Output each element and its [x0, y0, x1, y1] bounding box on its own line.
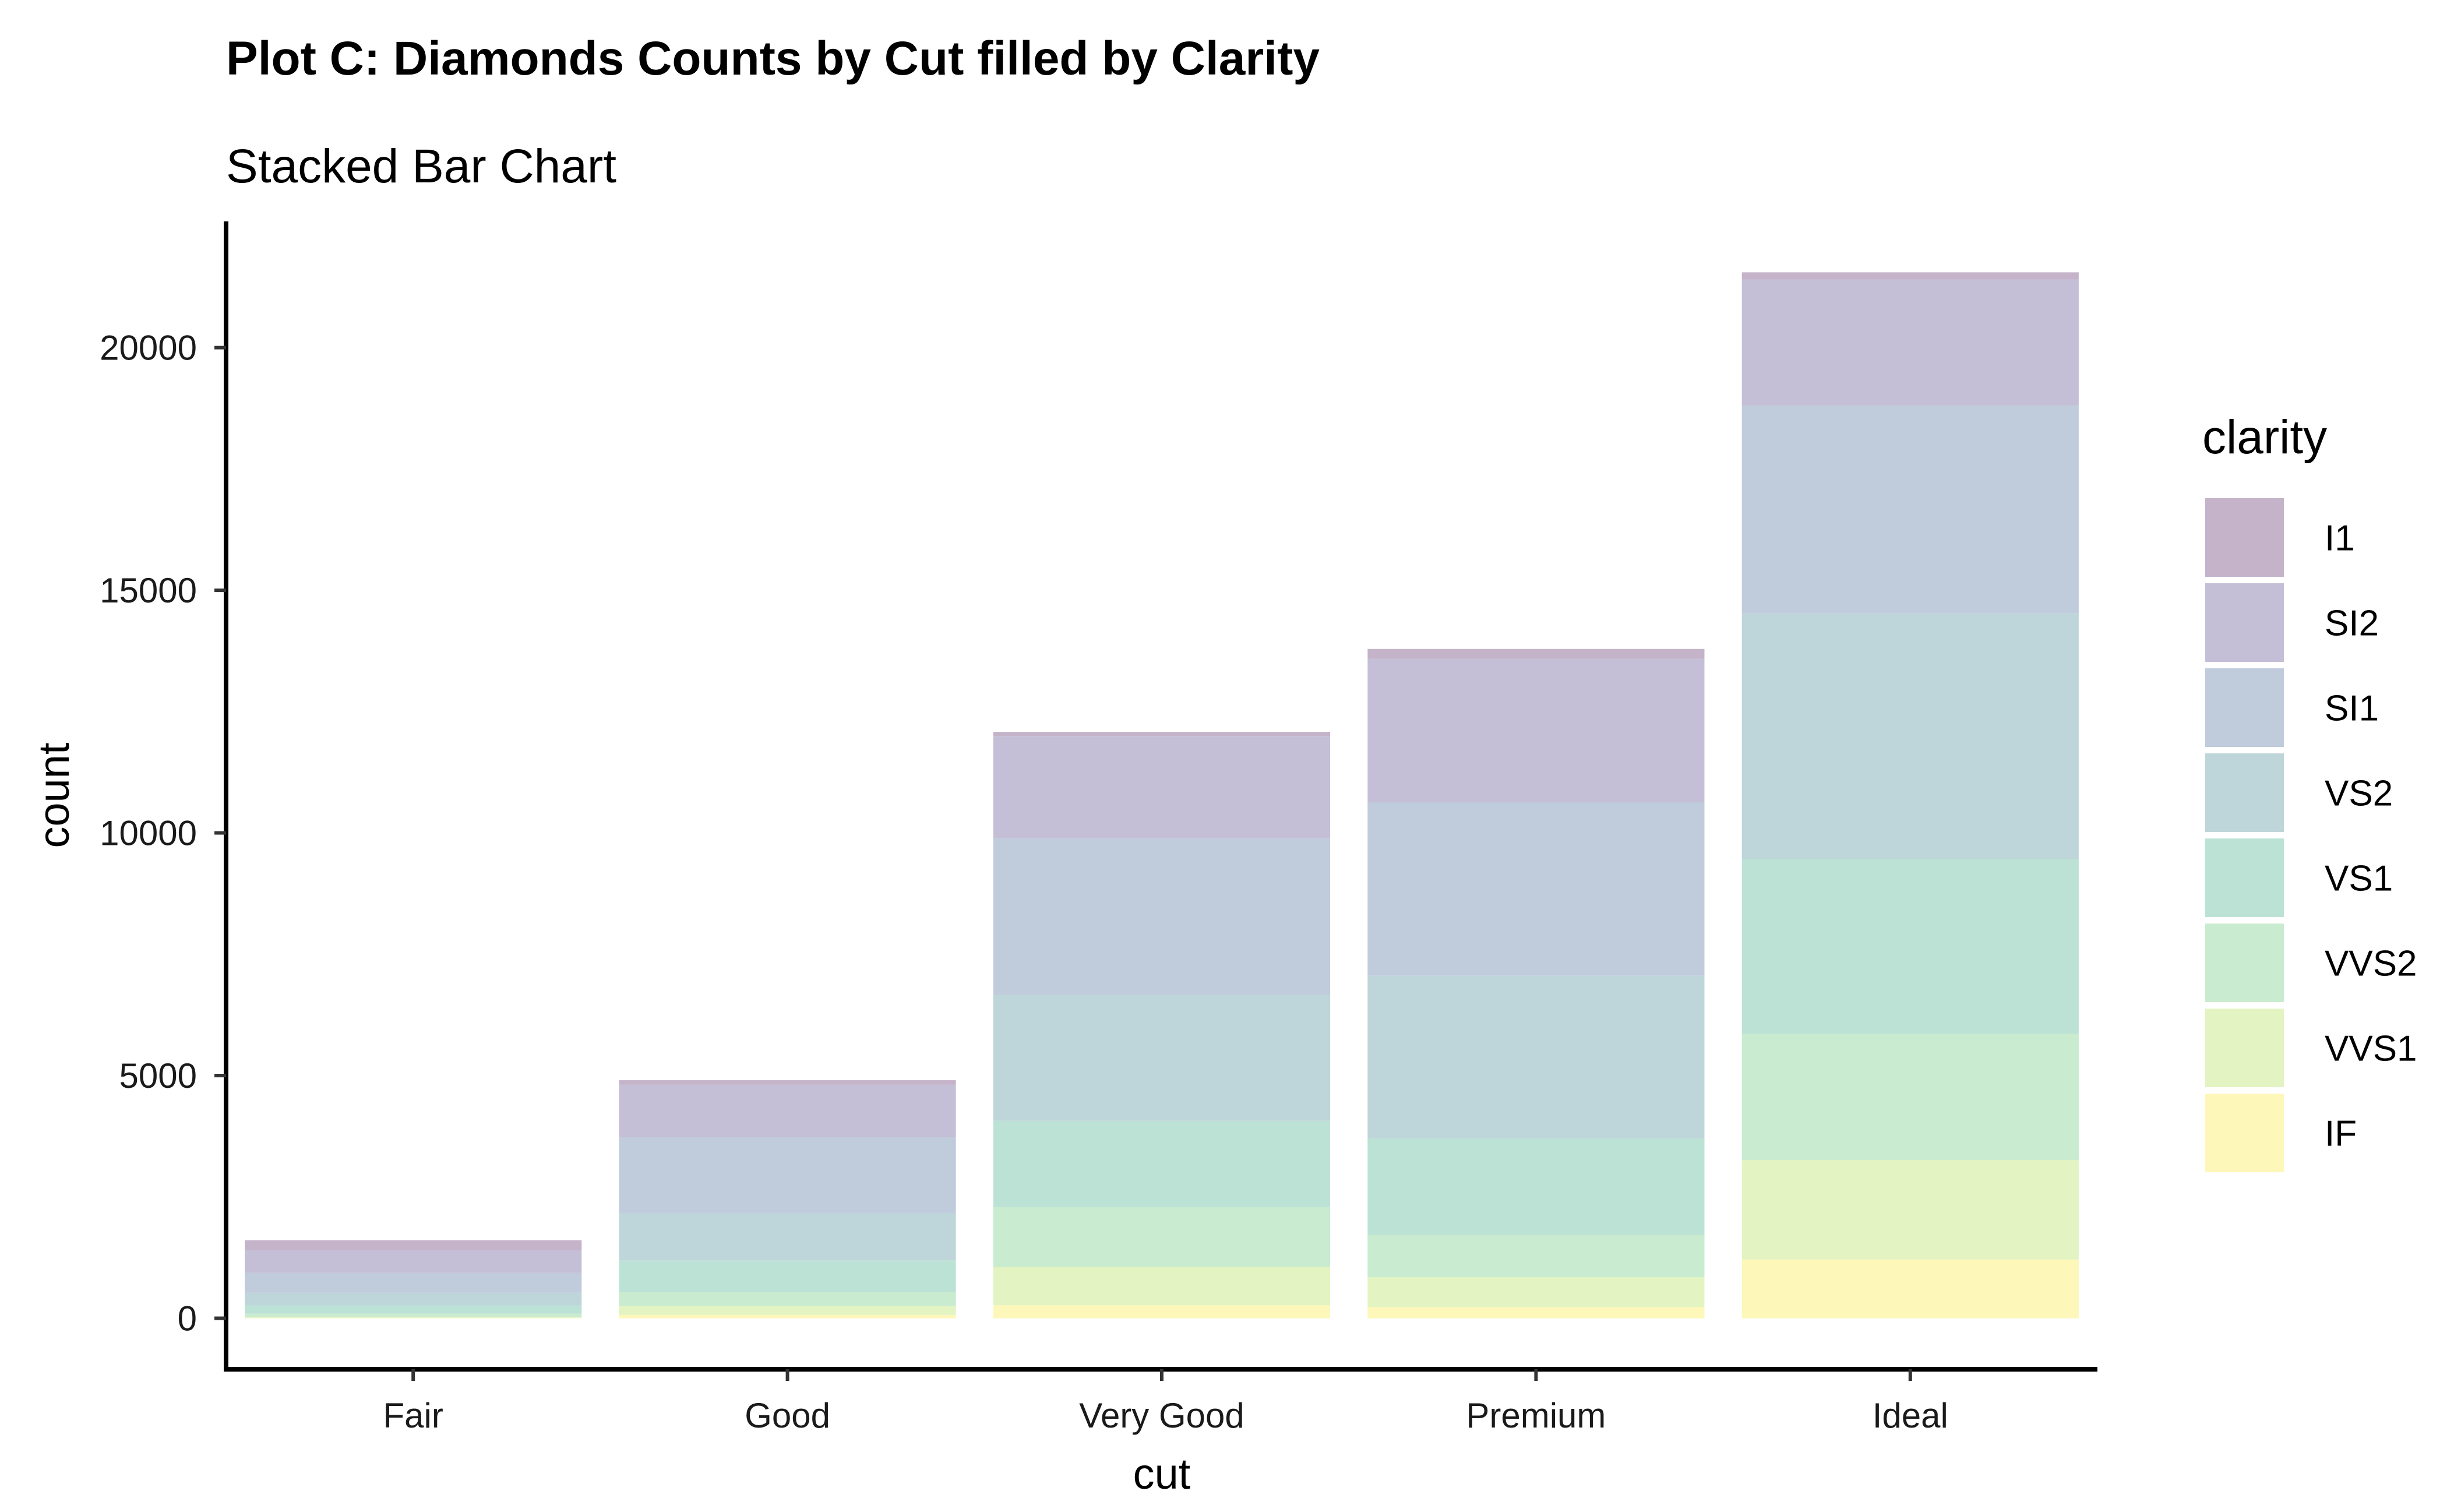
bar-segment	[993, 1305, 1331, 1319]
bar-segment	[619, 1084, 956, 1137]
x-tick-label: Premium	[1466, 1396, 1606, 1435]
legend-title: clarity	[2202, 411, 2327, 464]
bar-segment	[245, 1305, 582, 1314]
legend-key	[2205, 668, 2284, 747]
y-axis-title: count	[30, 742, 78, 848]
bar-segment	[1741, 613, 2079, 860]
legend-label: SI1	[2325, 689, 2379, 729]
bar-segment	[619, 1137, 956, 1213]
legend-key	[2205, 753, 2284, 832]
bar-segment	[993, 1207, 1331, 1267]
x-tick-label: Ideal	[1873, 1396, 1948, 1435]
bar-segment	[1367, 975, 1705, 1139]
bar-segment	[993, 838, 1331, 995]
bar-segment	[245, 1313, 582, 1317]
y-tick-label: 20000	[100, 329, 197, 368]
bar-segment	[1741, 272, 2079, 280]
bar-segment	[619, 1306, 956, 1315]
legend-label: VVS2	[2325, 944, 2417, 984]
bar-segment	[1367, 648, 1705, 659]
y-tick-label: 15000	[100, 571, 197, 610]
bar-segment	[245, 1317, 582, 1319]
legend-label: IF	[2325, 1114, 2357, 1154]
legend-key	[2205, 924, 2284, 1002]
bar-segment	[1367, 1277, 1705, 1307]
x-tick-label: Fair	[383, 1396, 443, 1435]
x-axis-title: cut	[1133, 1450, 1191, 1498]
bar-segment	[1741, 1259, 2079, 1319]
bar-segment	[1741, 279, 2079, 406]
bar-segment	[993, 1267, 1331, 1306]
legend-label: VS2	[2325, 774, 2393, 814]
bar-segment	[619, 1260, 956, 1292]
bar-segment	[245, 1250, 582, 1273]
bar-segment	[619, 1292, 956, 1306]
bar-segment	[1367, 802, 1705, 976]
legend-key	[2205, 838, 2284, 917]
bar-segment	[1367, 1235, 1705, 1278]
bar-segment	[1741, 1033, 2079, 1161]
bar-segment	[1741, 405, 2079, 614]
y-tick-label: 5000	[119, 1056, 197, 1095]
legend-key	[2205, 1094, 2284, 1172]
x-tick-label: Good	[745, 1396, 830, 1435]
legend-key	[2205, 1009, 2284, 1087]
x-tick-label: Very Good	[1079, 1396, 1244, 1435]
plot-area	[245, 272, 2079, 1319]
bar-segment	[993, 732, 1331, 736]
legend-label: SI2	[2325, 604, 2379, 644]
y-tick-label: 10000	[100, 814, 197, 853]
chart-title: Plot C: Diamonds Counts by Cut filled by…	[226, 32, 1320, 85]
bar-segment	[1367, 1138, 1705, 1235]
bar-segment	[993, 1120, 1331, 1207]
bar-segment	[1741, 859, 2079, 1034]
bar-segment	[619, 1314, 956, 1319]
bar-segment	[1367, 658, 1705, 802]
y-tick-label: 0	[178, 1299, 197, 1338]
bar-segment	[619, 1080, 956, 1085]
legend-label: VVS1	[2325, 1029, 2417, 1069]
bar-segment	[1741, 1160, 2079, 1260]
bar-segment	[1367, 1307, 1705, 1319]
bar-segment	[245, 1240, 582, 1250]
chart-subtitle: Stacked Bar Chart	[226, 140, 616, 193]
legend-key	[2205, 583, 2284, 662]
bar-segment	[993, 995, 1331, 1121]
bar-segment	[993, 736, 1331, 838]
legend-key	[2205, 498, 2284, 577]
bar-segment	[245, 1292, 582, 1306]
legend-label: VS1	[2325, 859, 2393, 899]
legend-label: I1	[2325, 519, 2355, 559]
bar-segment	[245, 1273, 582, 1293]
legend: clarity I1 SI2 SI1 VS2 VS1 VVS2 VVS1 IF	[2202, 411, 2417, 1172]
bar-segment	[619, 1213, 956, 1261]
axes: 0 5000 10000 15000 20000 Fair Good Very Good Pre…	[30, 221, 2097, 1498]
